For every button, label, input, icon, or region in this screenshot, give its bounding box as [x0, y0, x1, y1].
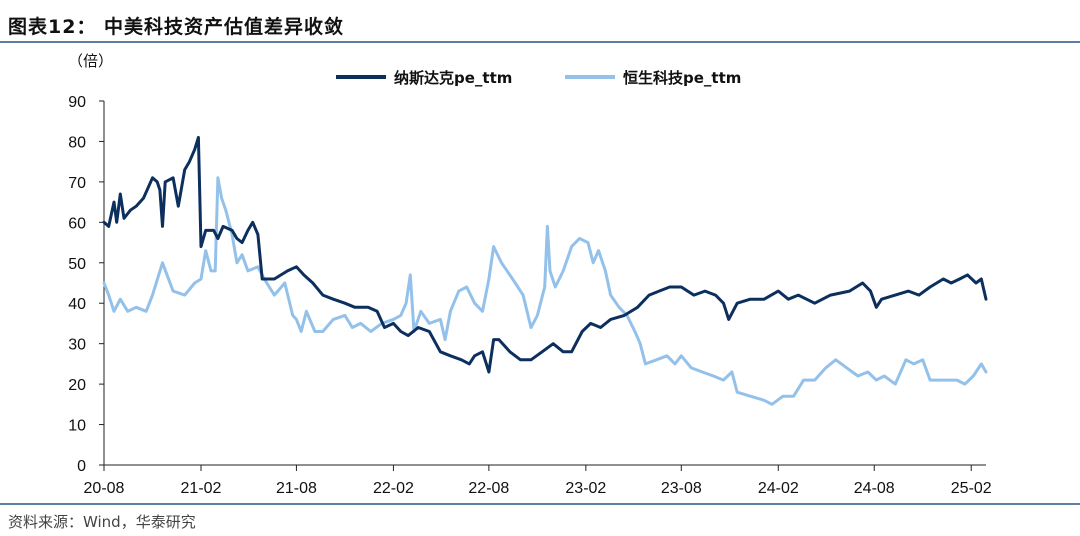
y-axis: 0 10 20 30 40 50 60 70 80 90: [68, 94, 105, 475]
x-tick-label: 21-08: [276, 480, 317, 497]
x-tick-label: 24-08: [854, 480, 895, 497]
y-tick-label: 50: [68, 256, 86, 273]
y-tick-label: 10: [68, 418, 86, 435]
y-axis-unit-label: （倍）: [68, 52, 113, 70]
x-tick-label: 21-02: [181, 480, 222, 497]
legend-label-1: 恒生科技pe_ttm: [623, 69, 741, 87]
x-tick-label: 23-02: [565, 480, 606, 497]
title-bar: 图表12： 中美科技资产估值差异收敛: [0, 0, 1080, 43]
legend-label-0: 纳斯达克pe_ttm: [394, 69, 512, 87]
source-note: 资料来源：Wind，华泰研究: [8, 513, 196, 531]
y-tick-label: 60: [68, 215, 86, 232]
legend: 纳斯达克pe_ttm 恒生科技pe_ttm: [336, 69, 741, 87]
x-tick-label: 25-02: [951, 480, 992, 497]
y-tick-label: 0: [77, 458, 86, 475]
series-line-1: [102, 176, 988, 406]
x-tick-label: 22-08: [468, 480, 509, 497]
plot-area: [102, 135, 988, 406]
x-tick-label: 20-08: [84, 480, 125, 497]
y-tick-label: 90: [68, 94, 86, 111]
series-line-0: [102, 135, 988, 374]
x-tick-label: 23-08: [661, 480, 702, 497]
y-tick-label: 70: [68, 175, 86, 192]
y-tick-label: 80: [68, 134, 86, 151]
x-tick-label: 22-02: [373, 480, 414, 497]
x-tick-label: 24-02: [758, 480, 799, 497]
y-tick-label: 30: [68, 337, 86, 354]
x-axis: 20-08 21-02 21-08 22-02 22-08 23-02 23-08 24-02…: [84, 464, 992, 497]
title-divider: [0, 41, 1080, 43]
source-divider: [0, 503, 1080, 505]
y-tick-label: 20: [68, 377, 86, 394]
y-tick-label: 40: [68, 296, 86, 313]
page-title: 图表12： 中美科技资产估值差异收敛: [8, 16, 345, 38]
